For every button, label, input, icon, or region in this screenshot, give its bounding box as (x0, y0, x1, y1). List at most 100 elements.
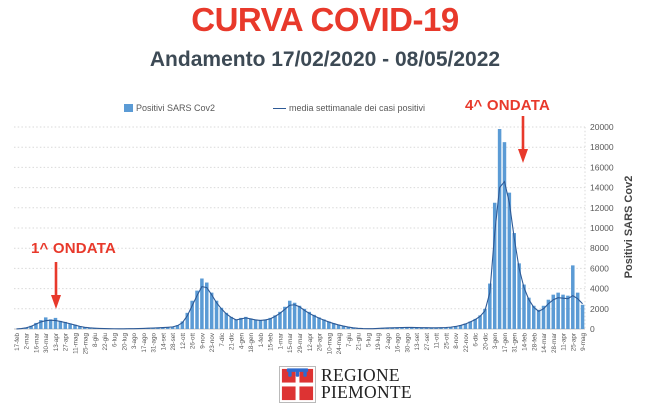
bar (180, 321, 185, 329)
bar (575, 292, 580, 329)
bar (488, 283, 492, 329)
bar (297, 305, 302, 329)
x-tick-label: 11-apr (561, 333, 568, 351)
bar (492, 202, 497, 329)
logo-line-regione: REGIONE (321, 365, 400, 385)
bar (258, 319, 263, 329)
annotation-first-wave: 1^ ONDATA (31, 240, 117, 257)
bar (551, 294, 556, 329)
bar (439, 327, 443, 329)
x-tick-label: 21-giu (356, 333, 363, 351)
y-tick-label: 14000 (590, 183, 614, 193)
x-tick-label: 9-nov (199, 332, 206, 349)
y-axis-labels: 0 2000 4000 6000 8000 10000 12000 14000 16000 180… (590, 122, 614, 334)
x-tick-label: 14-feb (522, 333, 529, 351)
bar (444, 327, 448, 329)
bar (346, 326, 351, 329)
bar (273, 315, 277, 329)
bar (434, 327, 438, 329)
down-arrow-icon (51, 262, 61, 309)
bar (185, 312, 190, 329)
bar (317, 317, 321, 329)
x-tick-label: 8-giu (92, 333, 99, 347)
x-tick-label: 8-nov (453, 332, 460, 349)
legend-item-positivi: Positivi SARS Cov2 (123, 103, 215, 113)
media-settimanale-line (16, 180, 583, 330)
x-tick-label: 14-mar (541, 333, 548, 353)
bar (497, 129, 502, 329)
bar (239, 317, 243, 329)
x-tick-label: 27-set (424, 333, 431, 351)
bar (58, 320, 63, 329)
bar (229, 316, 233, 329)
bar (268, 317, 272, 329)
x-tick-label: 16-ago (395, 333, 402, 353)
y-tick-label: 10000 (590, 223, 614, 233)
bar (170, 326, 175, 329)
x-tick-label: 15-mar (287, 333, 294, 353)
y-tick-label: 8000 (590, 243, 609, 253)
x-tick-label: 3-ago (131, 333, 138, 350)
bar (336, 324, 341, 329)
bar (68, 323, 72, 329)
line-series-swatch-icon (272, 107, 286, 109)
bar (327, 321, 331, 329)
bar (453, 326, 458, 329)
x-tick-label: 17-gen (502, 333, 509, 353)
x-tick-label: 20-lug (121, 333, 128, 351)
y-tick-label: 12000 (590, 203, 614, 213)
bar (561, 294, 565, 329)
x-tick-label: 4-gen (238, 333, 245, 350)
x-tick-label: 2-mar (24, 333, 31, 349)
y-tick-label: 0 (590, 324, 595, 334)
x-tick-label: 24-mag (336, 333, 343, 355)
bar (165, 327, 170, 329)
bar (409, 327, 414, 329)
y-tick-label: 2000 (590, 304, 609, 314)
annotation-fourth-wave: 4^ ONDATA (465, 97, 551, 114)
x-tick-label: 14-set (160, 333, 167, 351)
bar (83, 327, 87, 329)
bar (205, 282, 209, 329)
x-tick-label: 22-giu (102, 333, 109, 351)
page-subtitle: Andamento 17/02/2020 - 08/05/2022 (149, 48, 501, 71)
bar (287, 300, 292, 329)
bar (78, 326, 82, 329)
bar (278, 311, 282, 329)
x-tick-label: 2-ago (385, 333, 392, 350)
legend-label-positivi: Positivi SARS Cov2 (135, 103, 215, 113)
x-tick-label: 15-feb (268, 333, 275, 351)
bars-series-positivi (19, 129, 585, 329)
bar (53, 317, 58, 329)
bar (351, 327, 355, 329)
bar (517, 263, 521, 329)
bar (546, 299, 551, 329)
bar (43, 317, 48, 329)
bar (224, 312, 229, 329)
y-tick-label: 4000 (590, 284, 609, 294)
bar (63, 321, 67, 329)
x-tick-label: 16-mar (33, 333, 40, 353)
x-tick-label: 7-dic (219, 333, 226, 347)
bar (395, 327, 399, 329)
x-tick-label: 13-set (414, 333, 421, 351)
bar (414, 327, 419, 329)
x-tick-label: 3-gen (492, 333, 499, 350)
bar (48, 319, 53, 329)
x-tick-label: 18-gen (248, 333, 255, 353)
x-tick-label: 12-apr (307, 333, 314, 351)
bar (302, 308, 307, 329)
x-axis-labels: 17-feb 2-mar 16-mar 30-mar 13-apr 27-apr 11-ma… (14, 332, 587, 354)
x-tick-label: 6-dic (473, 333, 480, 347)
x-tick-label: 20-dic (482, 333, 489, 350)
x-tick-label: 7-giu (346, 333, 353, 347)
bar (449, 326, 453, 329)
bar (253, 319, 258, 329)
x-tick-label: 11-mag (73, 333, 80, 354)
logo-line-piemonte: PIEMONTE (321, 381, 412, 402)
bar (175, 325, 180, 329)
bar (580, 304, 585, 329)
bar (483, 308, 487, 329)
x-tick-label: 30-ago (404, 333, 411, 353)
x-tick-label: 21-dic (229, 333, 236, 350)
